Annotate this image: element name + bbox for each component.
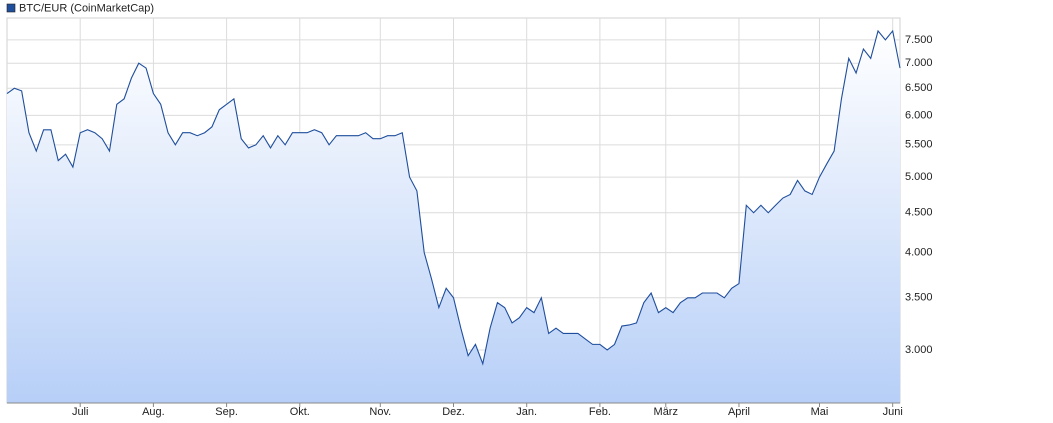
x-tick-label: Aug.: [142, 406, 165, 418]
x-tick-label: Mai: [811, 406, 829, 418]
x-tick-label: Nov.: [369, 406, 391, 418]
x-tick-label: Juli: [72, 406, 89, 418]
y-tick-label: 7.500: [905, 34, 933, 46]
y-tick-label: 6.000: [905, 109, 933, 121]
legend-swatch: [6, 3, 16, 13]
y-tick-label: 4.500: [905, 207, 933, 219]
y-tick-label: 3.500: [905, 292, 933, 304]
x-tick-label: Dez.: [442, 406, 465, 418]
y-tick-label: 4.000: [905, 247, 933, 259]
y-tick-label: 7.000: [905, 57, 933, 69]
x-tick-label: Juni: [883, 406, 903, 418]
y-tick-label: 3.000: [905, 344, 933, 356]
x-tick-label: Okt.: [290, 406, 310, 418]
line: [6, 29, 901, 366]
y-tick-label: 5.000: [905, 171, 933, 183]
x-tick-label: März: [654, 406, 678, 418]
x-tick-label: Jan.: [516, 406, 537, 418]
x-tick-label: April: [728, 406, 750, 418]
x-tick-label: Feb.: [589, 406, 611, 418]
x-tick-label: Sep.: [215, 406, 238, 418]
area: [7, 30, 900, 403]
y-tick-label: 6.500: [905, 82, 933, 94]
y-tick-label: 5.500: [905, 139, 933, 151]
legend-label: BTC/EUR (CoinMarketCap): [19, 2, 154, 14]
